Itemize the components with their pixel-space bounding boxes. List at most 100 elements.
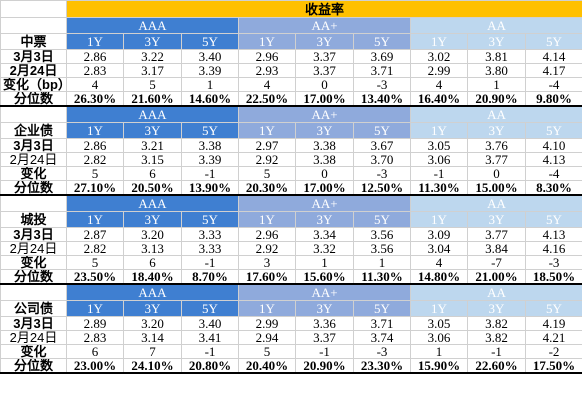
value-cell: 2.93: [238, 63, 296, 78]
value-cell: 4.13: [525, 152, 582, 167]
value-cell: 22.60%: [467, 358, 526, 374]
band-corner-cell: [0, 17, 67, 34]
tenor-header: 3Y: [123, 300, 182, 317]
change-row: 变化 5 6 -1 5 0 -3 -1 0 -4: [0, 166, 582, 181]
section-label: 城投: [0, 211, 67, 228]
value-cell: 5: [66, 255, 124, 270]
value-cell: -3: [525, 255, 582, 270]
value-cell: 24.10%: [123, 358, 182, 374]
tenor-header: 5Y: [353, 122, 411, 139]
row-label: 分位数: [0, 358, 67, 374]
value-cell: 0: [467, 166, 526, 181]
value-cell: 2.83: [66, 330, 124, 345]
band-header-row: AAA AA+ AA: [0, 194, 582, 212]
value-cell: 23.50%: [66, 269, 124, 285]
value-cell: 4.14: [525, 49, 582, 64]
tenor-header-row: 中票 1Y 3Y 5Y 1Y 3Y 5Y 1Y 3Y 5Y: [0, 33, 582, 50]
value-cell: 3.05: [410, 316, 468, 331]
value-cell: 3.33: [181, 227, 239, 242]
tenor-header: 3Y: [123, 211, 182, 228]
value-cell: 4.19: [525, 316, 582, 331]
percentile-row: 分位数 23.00% 24.10% 20.80% 20.40% 20.90% 23.30% 1…: [0, 358, 582, 374]
value-cell: 3.37: [295, 49, 354, 64]
tenor-header: 1Y: [66, 211, 124, 228]
band-header-aaa: AAA: [66, 105, 239, 123]
value-cell: 3.41: [181, 330, 239, 345]
value-cell: 2.99: [410, 63, 468, 78]
band-header-aa: AA: [410, 283, 582, 301]
value-cell: 3.77: [467, 227, 526, 242]
band-corner-cell: [0, 194, 67, 212]
value-cell: 3.70: [353, 152, 411, 167]
row-label: 分位数: [0, 269, 67, 285]
value-cell: 11.30%: [353, 269, 411, 285]
value-cell: 3.20: [123, 227, 182, 242]
value-cell: 21.60%: [123, 91, 182, 107]
tenor-header-row: 城投 1Y 3Y 5Y 1Y 3Y 5Y 1Y 3Y 5Y: [0, 211, 582, 228]
value-cell: 3.38: [295, 152, 354, 167]
tenor-header: 5Y: [525, 122, 582, 139]
tenor-header: 5Y: [525, 211, 582, 228]
yield-header: 收益率: [66, 0, 582, 18]
value-cell: 20.90%: [295, 358, 354, 374]
value-cell: 3.20: [123, 316, 182, 331]
value-cell: 2.87: [66, 227, 124, 242]
value-cell: -4: [525, 77, 582, 92]
value-cell: 20.30%: [238, 180, 296, 196]
value-cell: 5: [238, 344, 296, 359]
tenor-header: 3Y: [467, 300, 526, 317]
tenor-header: 5Y: [181, 122, 239, 139]
value-cell: 6: [66, 344, 124, 359]
value-cell: 3.81: [467, 49, 526, 64]
value-cell: 4.16: [525, 241, 582, 256]
value-cell: -3: [353, 166, 411, 181]
value-cell: 14.60%: [181, 91, 239, 107]
value-cell: -1: [181, 344, 239, 359]
value-cell: 6: [123, 166, 182, 181]
value-cell: 6: [123, 255, 182, 270]
value-cell: 2.96: [238, 227, 296, 242]
value-cell: 16.40%: [410, 91, 468, 107]
row-label: 2月24日: [0, 330, 67, 345]
band-header-row: AAA AA+ AA: [0, 17, 582, 34]
value-cell: 2.94: [238, 330, 296, 345]
value-cell: 20.40%: [238, 358, 296, 374]
value-cell: 1: [467, 77, 526, 92]
value-cell: 20.80%: [181, 358, 239, 374]
value-cell: 2.92: [238, 152, 296, 167]
tenor-header: 1Y: [66, 33, 124, 50]
value-cell: 15.90%: [410, 358, 468, 374]
value-cell: 3.82: [467, 316, 526, 331]
value-cell: -7: [467, 255, 526, 270]
value-cell: 21.00%: [467, 269, 526, 285]
tenor-header: 5Y: [525, 33, 582, 50]
tenor-header: 1Y: [238, 300, 296, 317]
value-cell: 3.38: [295, 138, 354, 153]
tenor-header: 3Y: [467, 33, 526, 50]
yield-row: 3月3日 2.87 3.20 3.33 2.96 3.34 3.56 3.09 3.77 4.13: [0, 227, 582, 242]
value-cell: 4.13: [525, 227, 582, 242]
yield-row: 2月24日 2.82 3.13 3.33 2.92 3.32 3.56 3.04 3.84 4.1…: [0, 241, 582, 256]
band-header-aa-plus: AA+: [238, 17, 411, 34]
tenor-header: 1Y: [238, 33, 296, 50]
value-cell: 1: [181, 77, 239, 92]
band-header-aa-plus: AA+: [238, 105, 411, 123]
value-cell: -1: [181, 166, 239, 181]
value-cell: 3: [238, 255, 296, 270]
band-corner-cell: [0, 105, 67, 123]
tenor-header: 1Y: [238, 122, 296, 139]
yield-row: 3月3日 2.89 3.20 3.40 2.99 3.36 3.71 3.05 3.82 4.19: [0, 316, 582, 331]
value-cell: 3.33: [181, 241, 239, 256]
value-cell: 20.50%: [123, 180, 182, 196]
value-cell: 17.00%: [295, 91, 354, 107]
value-cell: 3.84: [467, 241, 526, 256]
tenor-header: 1Y: [410, 122, 468, 139]
tenor-header: 5Y: [353, 211, 411, 228]
change-row: 变化 5 6 -1 3 1 1 4 -7 -3: [0, 255, 582, 270]
value-cell: 23.00%: [66, 358, 124, 374]
tenor-header: 1Y: [66, 300, 124, 317]
value-cell: 3.06: [410, 152, 468, 167]
tenor-header: 3Y: [295, 122, 354, 139]
yield-row: 2月24日 2.82 3.15 3.39 2.92 3.38 3.70 3.06 3.77 4.1…: [0, 152, 582, 167]
value-cell: 15.60%: [295, 269, 354, 285]
